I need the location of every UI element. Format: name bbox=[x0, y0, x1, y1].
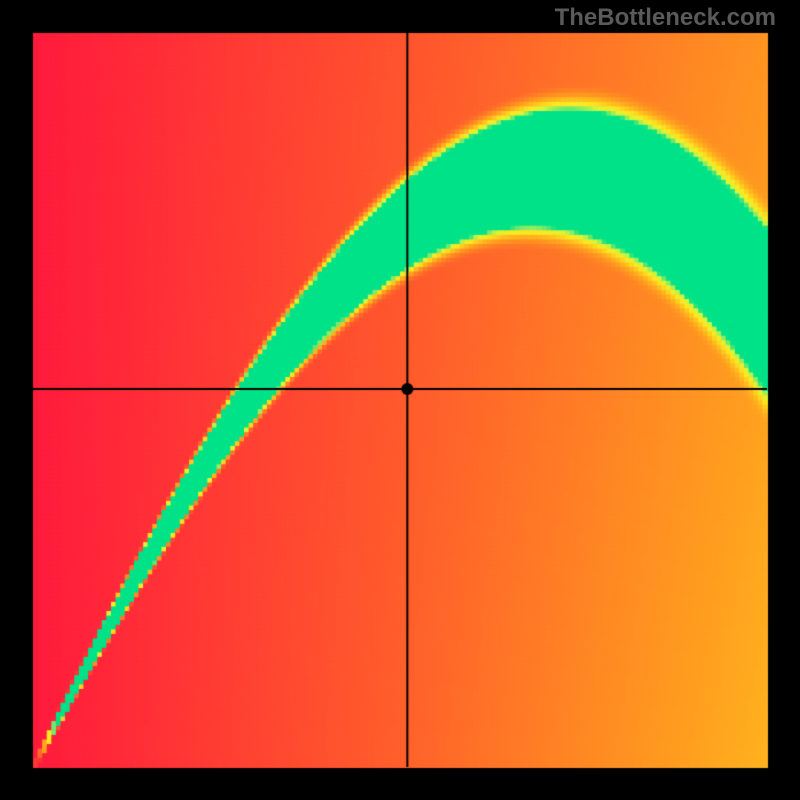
chart-container: { "canvas_size": { "width": 800, "height… bbox=[0, 0, 800, 800]
bottleneck-heatmap bbox=[0, 0, 800, 800]
attribution-label: TheBottleneck.com bbox=[555, 4, 776, 32]
